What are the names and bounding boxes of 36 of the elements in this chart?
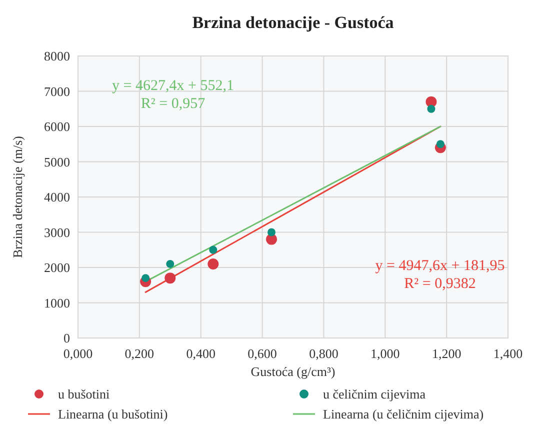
y-tick-label: 1000 xyxy=(44,295,70,310)
annotation: R² = 0,957 xyxy=(140,96,206,112)
x-tick-label: 0,400 xyxy=(186,346,216,361)
point xyxy=(142,274,150,282)
x-axis-title: Gustoća (g/cm³) xyxy=(250,364,336,379)
x-tick-label: 0,600 xyxy=(248,346,277,361)
point xyxy=(209,246,218,254)
y-tick-label: 2000 xyxy=(44,260,70,276)
x-tick-label: 0,200 xyxy=(124,346,154,361)
legend-label: Linearna (u čeličnim cijevima) xyxy=(323,406,484,422)
x-tick-label: 1,400 xyxy=(493,346,523,361)
annotation: R² = 0,9382 xyxy=(404,276,476,292)
y-tick-label: 7000 xyxy=(44,84,70,99)
point xyxy=(436,140,444,148)
point xyxy=(166,260,174,268)
chart-title: Brzina detonacije - Gustoća xyxy=(192,13,394,32)
point xyxy=(164,272,176,284)
y-tick-label: 8000 xyxy=(44,48,70,64)
y-tick-label: 3000 xyxy=(44,224,70,240)
point xyxy=(427,104,436,113)
y-tick-label: 0 xyxy=(64,330,70,346)
y-axis-title: Brzina detonacije (m/s) xyxy=(10,136,25,258)
annotation: y = 4947,6x + 181,95 xyxy=(375,258,505,274)
point xyxy=(208,258,219,270)
x-tick-label: 0,000 xyxy=(63,346,93,361)
x-tick-label: 1,200 xyxy=(432,346,462,361)
legend-label: u bušotini xyxy=(58,386,110,402)
legend-label: u čeličnim cijevima xyxy=(323,386,426,402)
x-tick-label: 1,000 xyxy=(370,346,400,361)
legend-label: Linearna (u bušotini) xyxy=(58,406,168,422)
y-tick-label: 6000 xyxy=(44,119,70,134)
point xyxy=(268,228,276,236)
y-tick-label: 4000 xyxy=(44,190,70,205)
annotation: y = 4627,4x + 552,1 xyxy=(112,78,234,94)
y-tick-label: 5000 xyxy=(44,154,70,170)
x-tick-label: 0,800 xyxy=(309,346,338,361)
